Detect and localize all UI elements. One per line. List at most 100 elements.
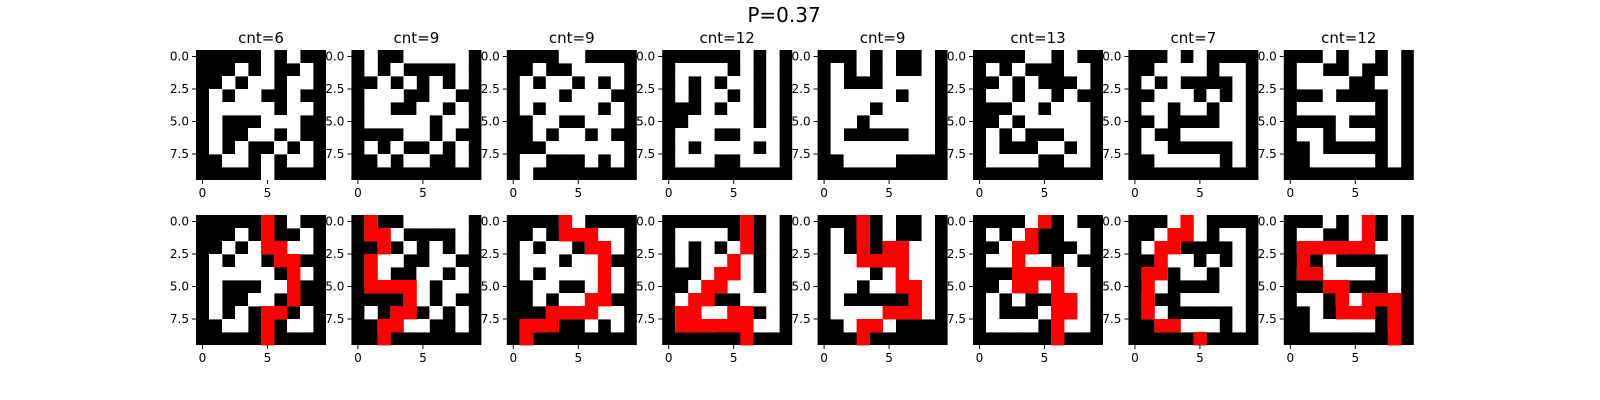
open-cell xyxy=(300,319,314,333)
y-tick-label: 5.0 xyxy=(481,115,500,129)
open-cell xyxy=(1167,50,1181,64)
open-cell xyxy=(740,154,754,168)
open-cell xyxy=(895,76,909,90)
open-cell xyxy=(248,89,262,103)
open-cell xyxy=(830,306,844,320)
panel-title: cnt=12 xyxy=(700,29,755,47)
open-cell xyxy=(1025,102,1039,116)
open-cell xyxy=(1077,241,1091,255)
open-cell xyxy=(830,102,844,116)
path-cell xyxy=(571,306,586,320)
path-cell xyxy=(1296,241,1311,255)
open-cell xyxy=(1077,76,1091,90)
open-cell xyxy=(261,76,275,90)
open-cell xyxy=(442,128,456,142)
y-tick-label: 0.0 xyxy=(792,50,811,64)
open-cell xyxy=(274,115,288,129)
open-cell xyxy=(1012,319,1026,333)
open-cell xyxy=(1387,63,1402,77)
open-cell xyxy=(597,128,612,142)
path-cell xyxy=(364,215,378,229)
y-tick-label: 7.5 xyxy=(170,147,189,161)
open-cell xyxy=(209,89,223,103)
open-cell xyxy=(442,293,456,307)
open-cell xyxy=(701,115,715,129)
panel-title: cnt=9 xyxy=(549,29,595,47)
open-cell xyxy=(558,102,573,116)
open-cell xyxy=(766,267,780,281)
maze-panel: cnt=7 0 5 0.0 2.5 5.0 7.5 xyxy=(1102,29,1259,200)
open-cell xyxy=(675,89,689,103)
open-cell xyxy=(1309,141,1324,155)
path-cell xyxy=(1012,254,1026,268)
open-cell xyxy=(701,128,715,142)
open-cell xyxy=(1219,128,1233,142)
open-cell xyxy=(584,102,599,116)
open-cell xyxy=(766,89,780,103)
path-cell xyxy=(584,306,599,320)
open-cell xyxy=(675,76,689,90)
y-tick-label: 5.0 xyxy=(1102,280,1121,294)
open-cell xyxy=(1219,293,1233,307)
open-cell xyxy=(740,50,754,64)
path-cell xyxy=(740,215,754,229)
x-tick-label: 5 xyxy=(730,186,738,200)
open-cell xyxy=(364,141,378,155)
open-cell xyxy=(209,141,223,155)
path-cell xyxy=(908,280,922,294)
open-cell xyxy=(1141,102,1155,116)
open-cell xyxy=(1180,319,1194,333)
open-cell xyxy=(1361,267,1376,281)
open-cell xyxy=(1348,50,1363,64)
x-tick-label: 0 xyxy=(509,186,517,200)
open-cell xyxy=(766,306,780,320)
x-tick-label: 0 xyxy=(976,186,984,200)
open-cell xyxy=(740,141,754,155)
open-cell xyxy=(675,228,689,242)
open-cell xyxy=(869,89,883,103)
open-cell xyxy=(1180,293,1194,307)
open-cell xyxy=(1193,154,1207,168)
open-cell xyxy=(403,154,417,168)
open-cell xyxy=(882,63,896,77)
open-cell xyxy=(584,141,599,155)
path-cell xyxy=(869,319,883,333)
path-cell xyxy=(597,241,612,255)
open-cell xyxy=(571,267,586,281)
open-cell xyxy=(1296,63,1311,77)
x-tick-label: 0 xyxy=(509,351,517,365)
open-cell xyxy=(701,76,715,90)
path-cell xyxy=(701,293,715,307)
open-cell xyxy=(1064,154,1078,168)
open-cell xyxy=(727,280,741,294)
open-cell xyxy=(727,115,741,129)
path-cell xyxy=(688,319,702,333)
open-cell xyxy=(1038,115,1052,129)
path-cell xyxy=(1051,332,1065,346)
path-cell xyxy=(895,267,909,281)
x-tick-label: 5 xyxy=(1041,351,1049,365)
path-cell xyxy=(1064,293,1078,307)
open-cell xyxy=(416,115,430,129)
open-cell xyxy=(908,128,922,142)
open-cell xyxy=(1296,76,1311,90)
path-cell xyxy=(882,306,896,320)
path-cell xyxy=(390,280,404,294)
open-cell xyxy=(1232,141,1246,155)
open-cell xyxy=(688,228,702,242)
open-cell xyxy=(701,267,715,281)
y-tick-label: 2.5 xyxy=(792,247,811,261)
open-cell xyxy=(908,89,922,103)
open-cell xyxy=(740,128,754,142)
open-cell xyxy=(908,267,922,281)
open-cell xyxy=(701,63,715,77)
open-cell xyxy=(287,102,301,116)
maze-panel: 0 5 0.0 2.5 5.0 7.5 xyxy=(1258,215,1414,365)
open-cell xyxy=(1348,128,1363,142)
open-cell xyxy=(869,115,883,129)
open-cell xyxy=(248,241,262,255)
path-cell xyxy=(1051,306,1065,320)
path-cell xyxy=(895,254,909,268)
open-cell xyxy=(1219,102,1233,116)
open-cell xyxy=(882,102,896,116)
